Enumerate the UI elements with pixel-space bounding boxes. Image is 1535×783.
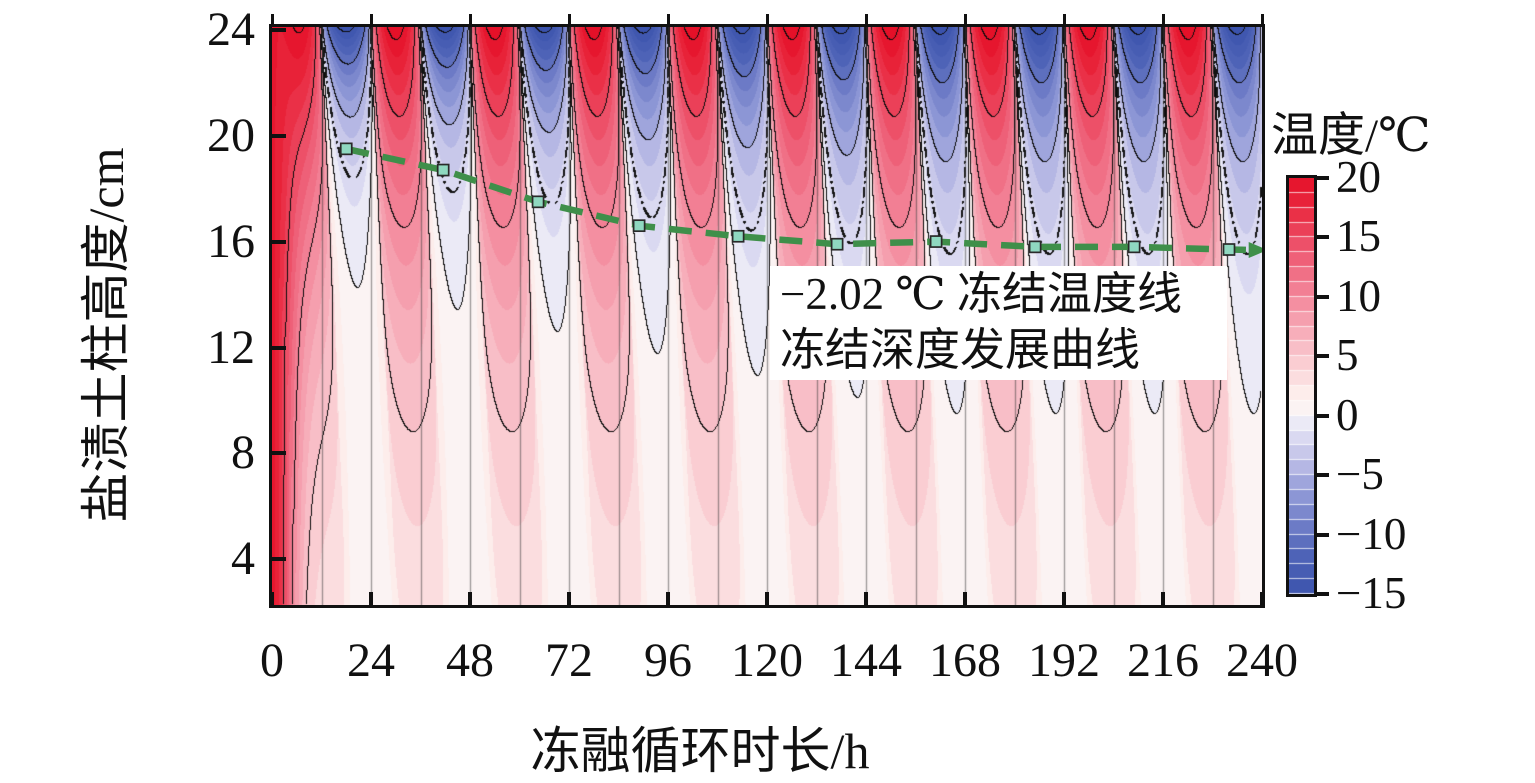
freezing-depth-marker (339, 142, 353, 156)
annotation-freezing-temperature-line: −2.02 ℃ 冻结温度线 (780, 269, 1182, 319)
colorbar-tick (1317, 473, 1329, 478)
colorbar-tick (1317, 294, 1329, 299)
freezing-depth-marker (1127, 240, 1141, 254)
x-tick-top (666, 14, 670, 24)
x-tick-top (963, 14, 967, 24)
x-tick-top (1260, 14, 1264, 24)
colorbar-tick (1317, 592, 1329, 596)
x-tick-label: 48 (446, 634, 494, 687)
x-axis-title: 冻融循环时长/h (530, 723, 870, 779)
colorbar-title: 温度/℃ (1271, 110, 1431, 162)
colorbar-canvas (1289, 178, 1314, 594)
y-tick-label: 16 (207, 214, 255, 268)
colorbar-tick (1317, 354, 1329, 359)
colorbar-tick-label: 5 (1336, 330, 1359, 381)
x-tick-top (369, 14, 373, 24)
freezing-depth-curve (345, 145, 1252, 254)
colorbar-tick-label: 0 (1336, 389, 1359, 440)
x-tick-label: 96 (644, 634, 692, 687)
x-tick-top (1161, 14, 1165, 24)
freezing-depth-curve-arrow (1248, 242, 1262, 259)
colorbar-tick (1317, 532, 1329, 537)
y-tick-label: 12 (207, 320, 255, 374)
x-tick-label: 168 (929, 634, 1001, 687)
freezing-depth-marker (531, 195, 545, 209)
colorbar-tick-label: −15 (1336, 568, 1407, 618)
y-tick-label: 24 (207, 2, 255, 56)
y-tick-label: 20 (207, 108, 255, 162)
x-tick-label: 0 (260, 634, 284, 687)
y-axis-title: 盐渍土柱高度/cm (78, 147, 134, 523)
freezing-depth-marker (1028, 240, 1042, 254)
plot-frame (269, 24, 1265, 608)
colorbar-tick-label: 15 (1336, 211, 1381, 262)
colorbar-tick (1317, 176, 1329, 180)
colorbar-frame (1286, 175, 1317, 597)
freezing-depth-marker (830, 237, 844, 251)
x-tick-label: 24 (347, 634, 395, 687)
freezing-depth-curve-overlay (339, 142, 1262, 259)
colorbar-tick-label: 10 (1336, 270, 1381, 321)
colorbar-tick-label: −10 (1336, 508, 1407, 559)
x-tick-top (567, 14, 571, 24)
freezing-depth-marker (1222, 243, 1236, 256)
x-tick-top (864, 14, 868, 24)
freezing-depth-marker (731, 229, 745, 243)
x-tick-top (270, 14, 274, 24)
x-tick-top (765, 14, 769, 24)
x-tick-top (1062, 14, 1066, 24)
x-tick-label: 216 (1127, 634, 1199, 687)
x-tick-label: 240 (1226, 634, 1298, 687)
colorbar-tick (1317, 235, 1329, 240)
x-tick-label: 120 (731, 634, 803, 687)
colorbar-tick (1317, 413, 1329, 418)
x-tick-top (468, 14, 472, 24)
y-tick-label: 4 (231, 532, 255, 586)
freezing-depth-marker (929, 235, 943, 248)
freezing-depth-marker (632, 219, 646, 233)
y-tick-label: 8 (231, 426, 255, 480)
x-tick-label: 144 (830, 634, 902, 687)
colorbar-tick-label: −5 (1336, 449, 1384, 500)
x-tick-label: 192 (1028, 634, 1100, 687)
annotation-box: −2.02 ℃ 冻结温度线 冻结深度发展曲线 (770, 266, 1227, 380)
freezing-depth-marker (436, 163, 450, 177)
x-tick-label: 72 (545, 634, 593, 687)
annotation-freezing-depth-curve: 冻结深度发展曲线 (780, 325, 1141, 375)
